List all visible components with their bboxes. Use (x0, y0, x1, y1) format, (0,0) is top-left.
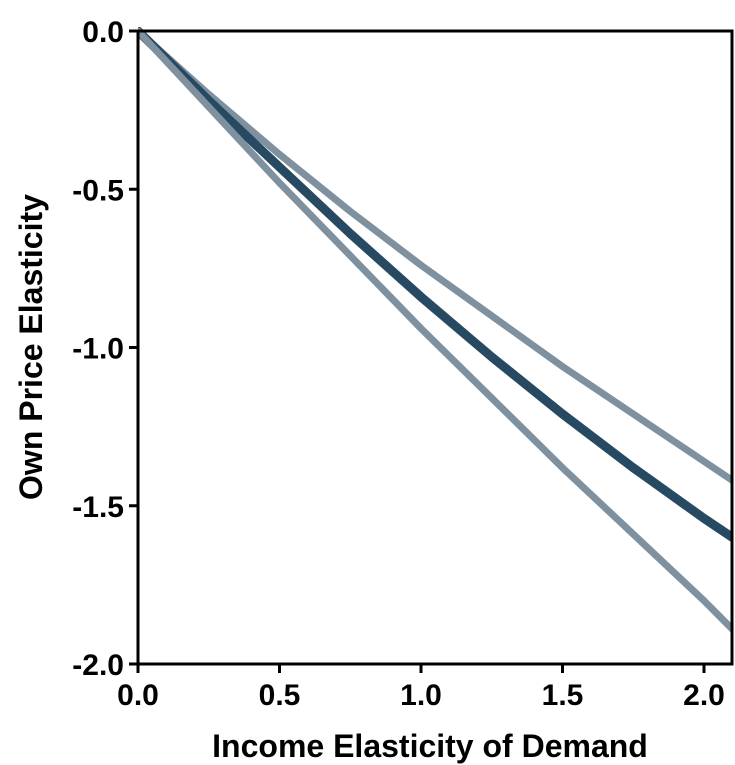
y-tick-label: -2.0 (72, 649, 124, 682)
x-axis-title: Income Elasticity of Demand (212, 728, 648, 764)
x-tick-label: 0.5 (259, 679, 301, 712)
y-tick-label: -1.0 (72, 333, 124, 366)
y-tick-label: -1.5 (72, 491, 124, 524)
series-line-upper-bound (138, 27, 732, 484)
x-tick-label: 1.0 (400, 679, 442, 712)
series-layer (138, 27, 732, 633)
y-tick-label: 0.0 (82, 16, 124, 49)
ticks-layer: 0.0 0.5 1.0 1.5 2.0 0.0 -0.5 -1.0 -1.5 -2.0 (72, 16, 725, 712)
y-tick-label: -0.5 (72, 174, 124, 207)
x-tick-label: 1.5 (542, 679, 584, 712)
x-tick-label: 0.0 (117, 679, 159, 712)
x-tick-label: 2.0 (683, 679, 725, 712)
series-line-lower-bound (138, 27, 732, 633)
series-line-estimate (138, 27, 732, 542)
y-axis-title: Own Price Elasticity (13, 194, 49, 500)
